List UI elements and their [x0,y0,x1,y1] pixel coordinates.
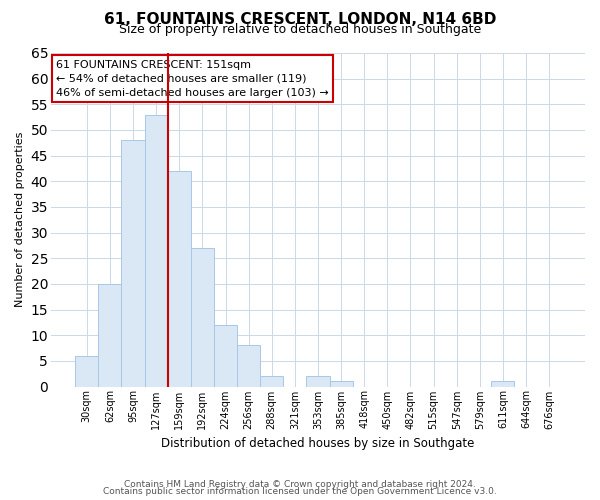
Text: 61 FOUNTAINS CRESCENT: 151sqm
← 54% of detached houses are smaller (119)
46% of : 61 FOUNTAINS CRESCENT: 151sqm ← 54% of d… [56,60,329,98]
Bar [145,114,168,386]
Bar [75,356,98,386]
Bar [98,284,121,386]
Bar [237,346,260,387]
Bar [121,140,145,386]
Bar [214,325,237,386]
Text: Contains public sector information licensed under the Open Government Licence v3: Contains public sector information licen… [103,487,497,496]
Text: Size of property relative to detached houses in Southgate: Size of property relative to detached ho… [119,22,481,36]
Y-axis label: Number of detached properties: Number of detached properties [15,132,25,308]
Bar [168,171,191,386]
Text: Contains HM Land Registry data © Crown copyright and database right 2024.: Contains HM Land Registry data © Crown c… [124,480,476,489]
Bar [260,376,283,386]
Bar [329,382,353,386]
Bar [491,382,514,386]
Text: 61, FOUNTAINS CRESCENT, LONDON, N14 6BD: 61, FOUNTAINS CRESCENT, LONDON, N14 6BD [104,12,496,26]
Bar [307,376,329,386]
Bar [191,248,214,386]
X-axis label: Distribution of detached houses by size in Southgate: Distribution of detached houses by size … [161,437,475,450]
